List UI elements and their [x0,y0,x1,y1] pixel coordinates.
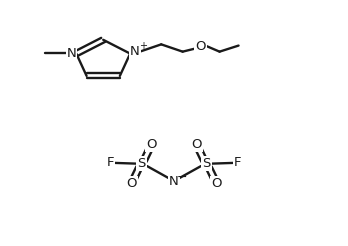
Text: O: O [146,138,157,151]
Text: +: + [139,41,147,51]
Text: S: S [137,157,146,170]
Text: O: O [211,177,222,190]
Text: O: O [195,40,206,53]
Text: S: S [202,157,211,170]
Text: N: N [130,45,140,58]
Text: O: O [126,177,137,190]
Text: F: F [106,156,114,169]
Text: N: N [169,175,179,188]
Text: N: N [66,46,76,60]
Text: −: − [176,170,187,184]
Text: F: F [234,156,242,169]
Text: O: O [191,138,202,151]
